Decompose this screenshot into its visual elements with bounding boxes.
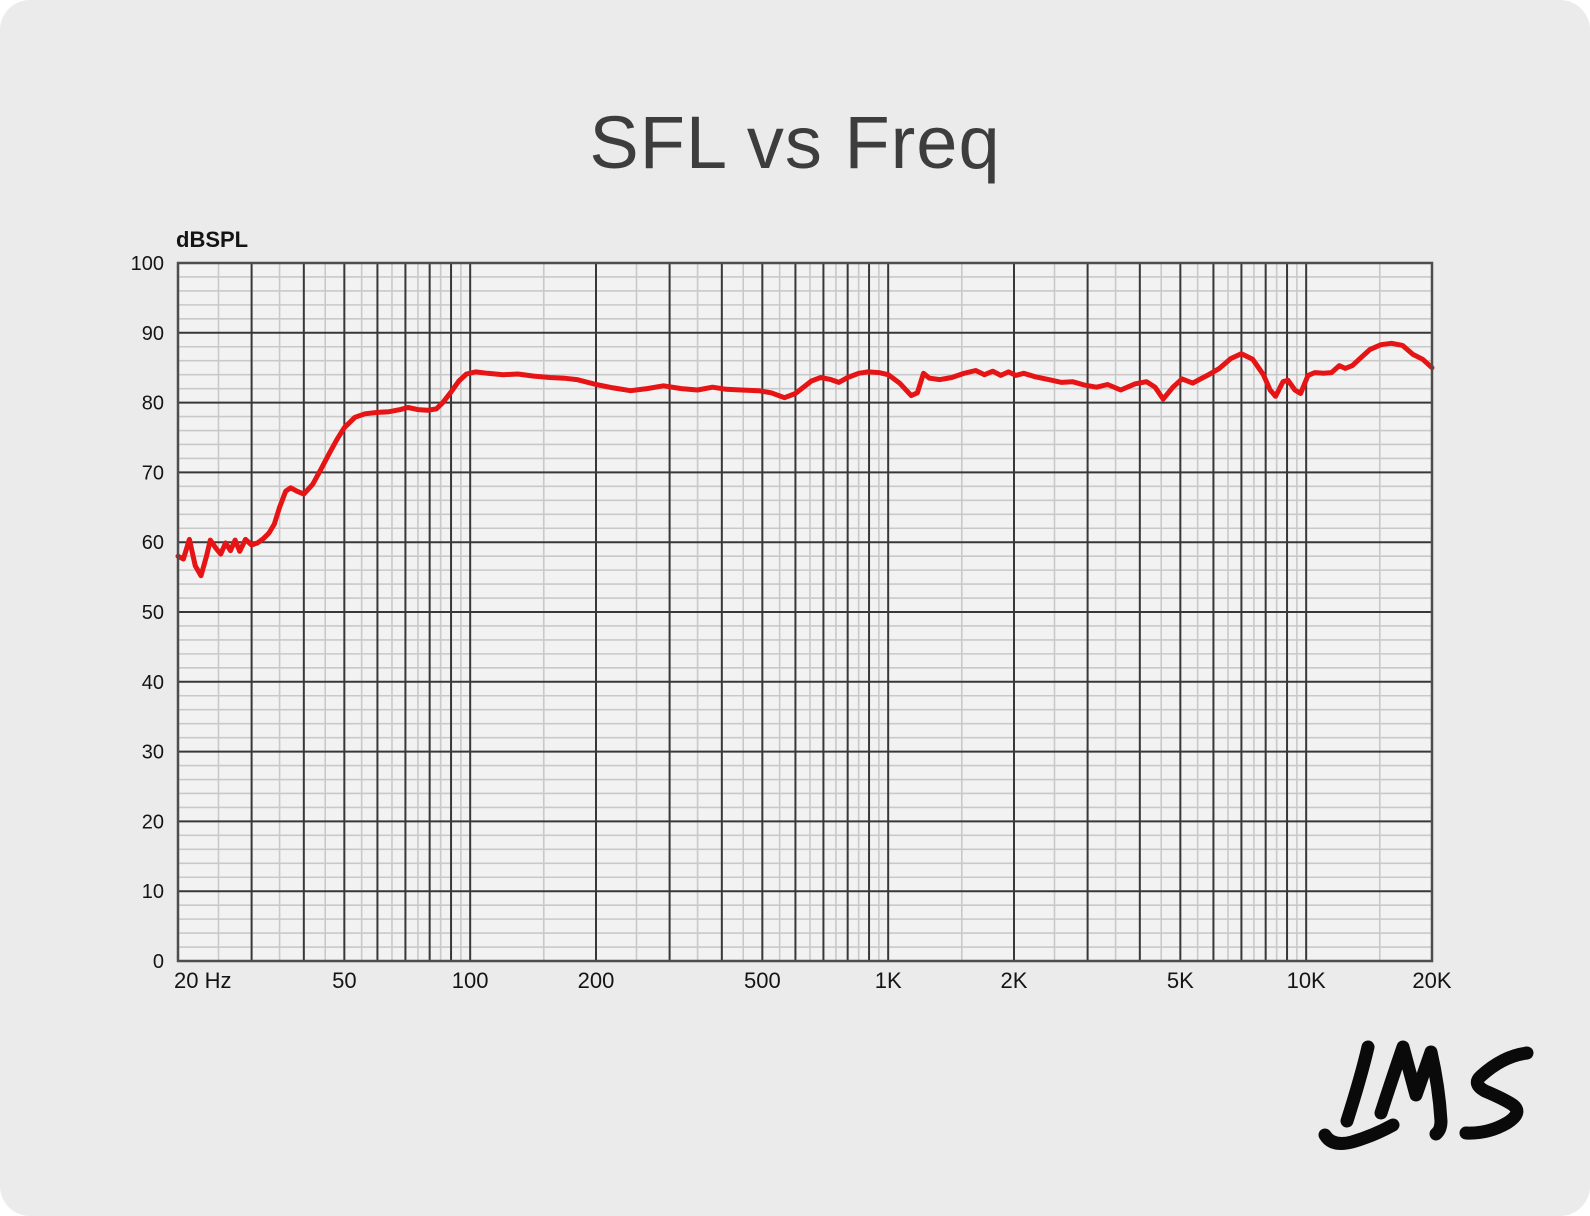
y-tick-label: 70 bbox=[142, 462, 164, 484]
x-tick-label: 100 bbox=[452, 968, 489, 993]
x-tick-label: 10K bbox=[1287, 968, 1326, 993]
chart-title: SFL vs Freq bbox=[589, 101, 1001, 184]
x-tick-label: 20K bbox=[1412, 968, 1451, 993]
y-axis-title: dBSPL bbox=[176, 227, 248, 252]
y-tick-label: 60 bbox=[142, 532, 164, 554]
y-tick-label: 30 bbox=[142, 742, 164, 764]
x-tick-label: 1K bbox=[875, 968, 902, 993]
x-tick-label: 200 bbox=[578, 968, 615, 993]
x-tick-label: 5K bbox=[1167, 968, 1194, 993]
response-curve bbox=[175, 340, 1435, 579]
y-tick-label: 0 bbox=[153, 951, 164, 973]
x-tick-label: 20 Hz bbox=[174, 968, 231, 993]
lms-logo-letter-s bbox=[1459, 1046, 1534, 1140]
x-tick-label: 50 bbox=[332, 968, 356, 993]
lms-logo bbox=[1318, 1040, 1534, 1150]
lms-logo-letter-m bbox=[1374, 1040, 1448, 1141]
y-tick-label: 40 bbox=[142, 672, 164, 694]
y-tick-label: 50 bbox=[142, 602, 164, 624]
y-tick-label: 80 bbox=[142, 393, 164, 415]
y-tick-label: 20 bbox=[142, 811, 164, 833]
x-tick-label: 2K bbox=[1001, 968, 1028, 993]
x-tick-label: 500 bbox=[744, 968, 781, 993]
y-tick-label: 10 bbox=[142, 881, 164, 903]
plot-border bbox=[176, 261, 1434, 963]
y-tick-label: 90 bbox=[142, 323, 164, 345]
lms-logo-letter-l bbox=[1318, 1040, 1400, 1150]
y-tick-label: 100 bbox=[131, 253, 164, 275]
